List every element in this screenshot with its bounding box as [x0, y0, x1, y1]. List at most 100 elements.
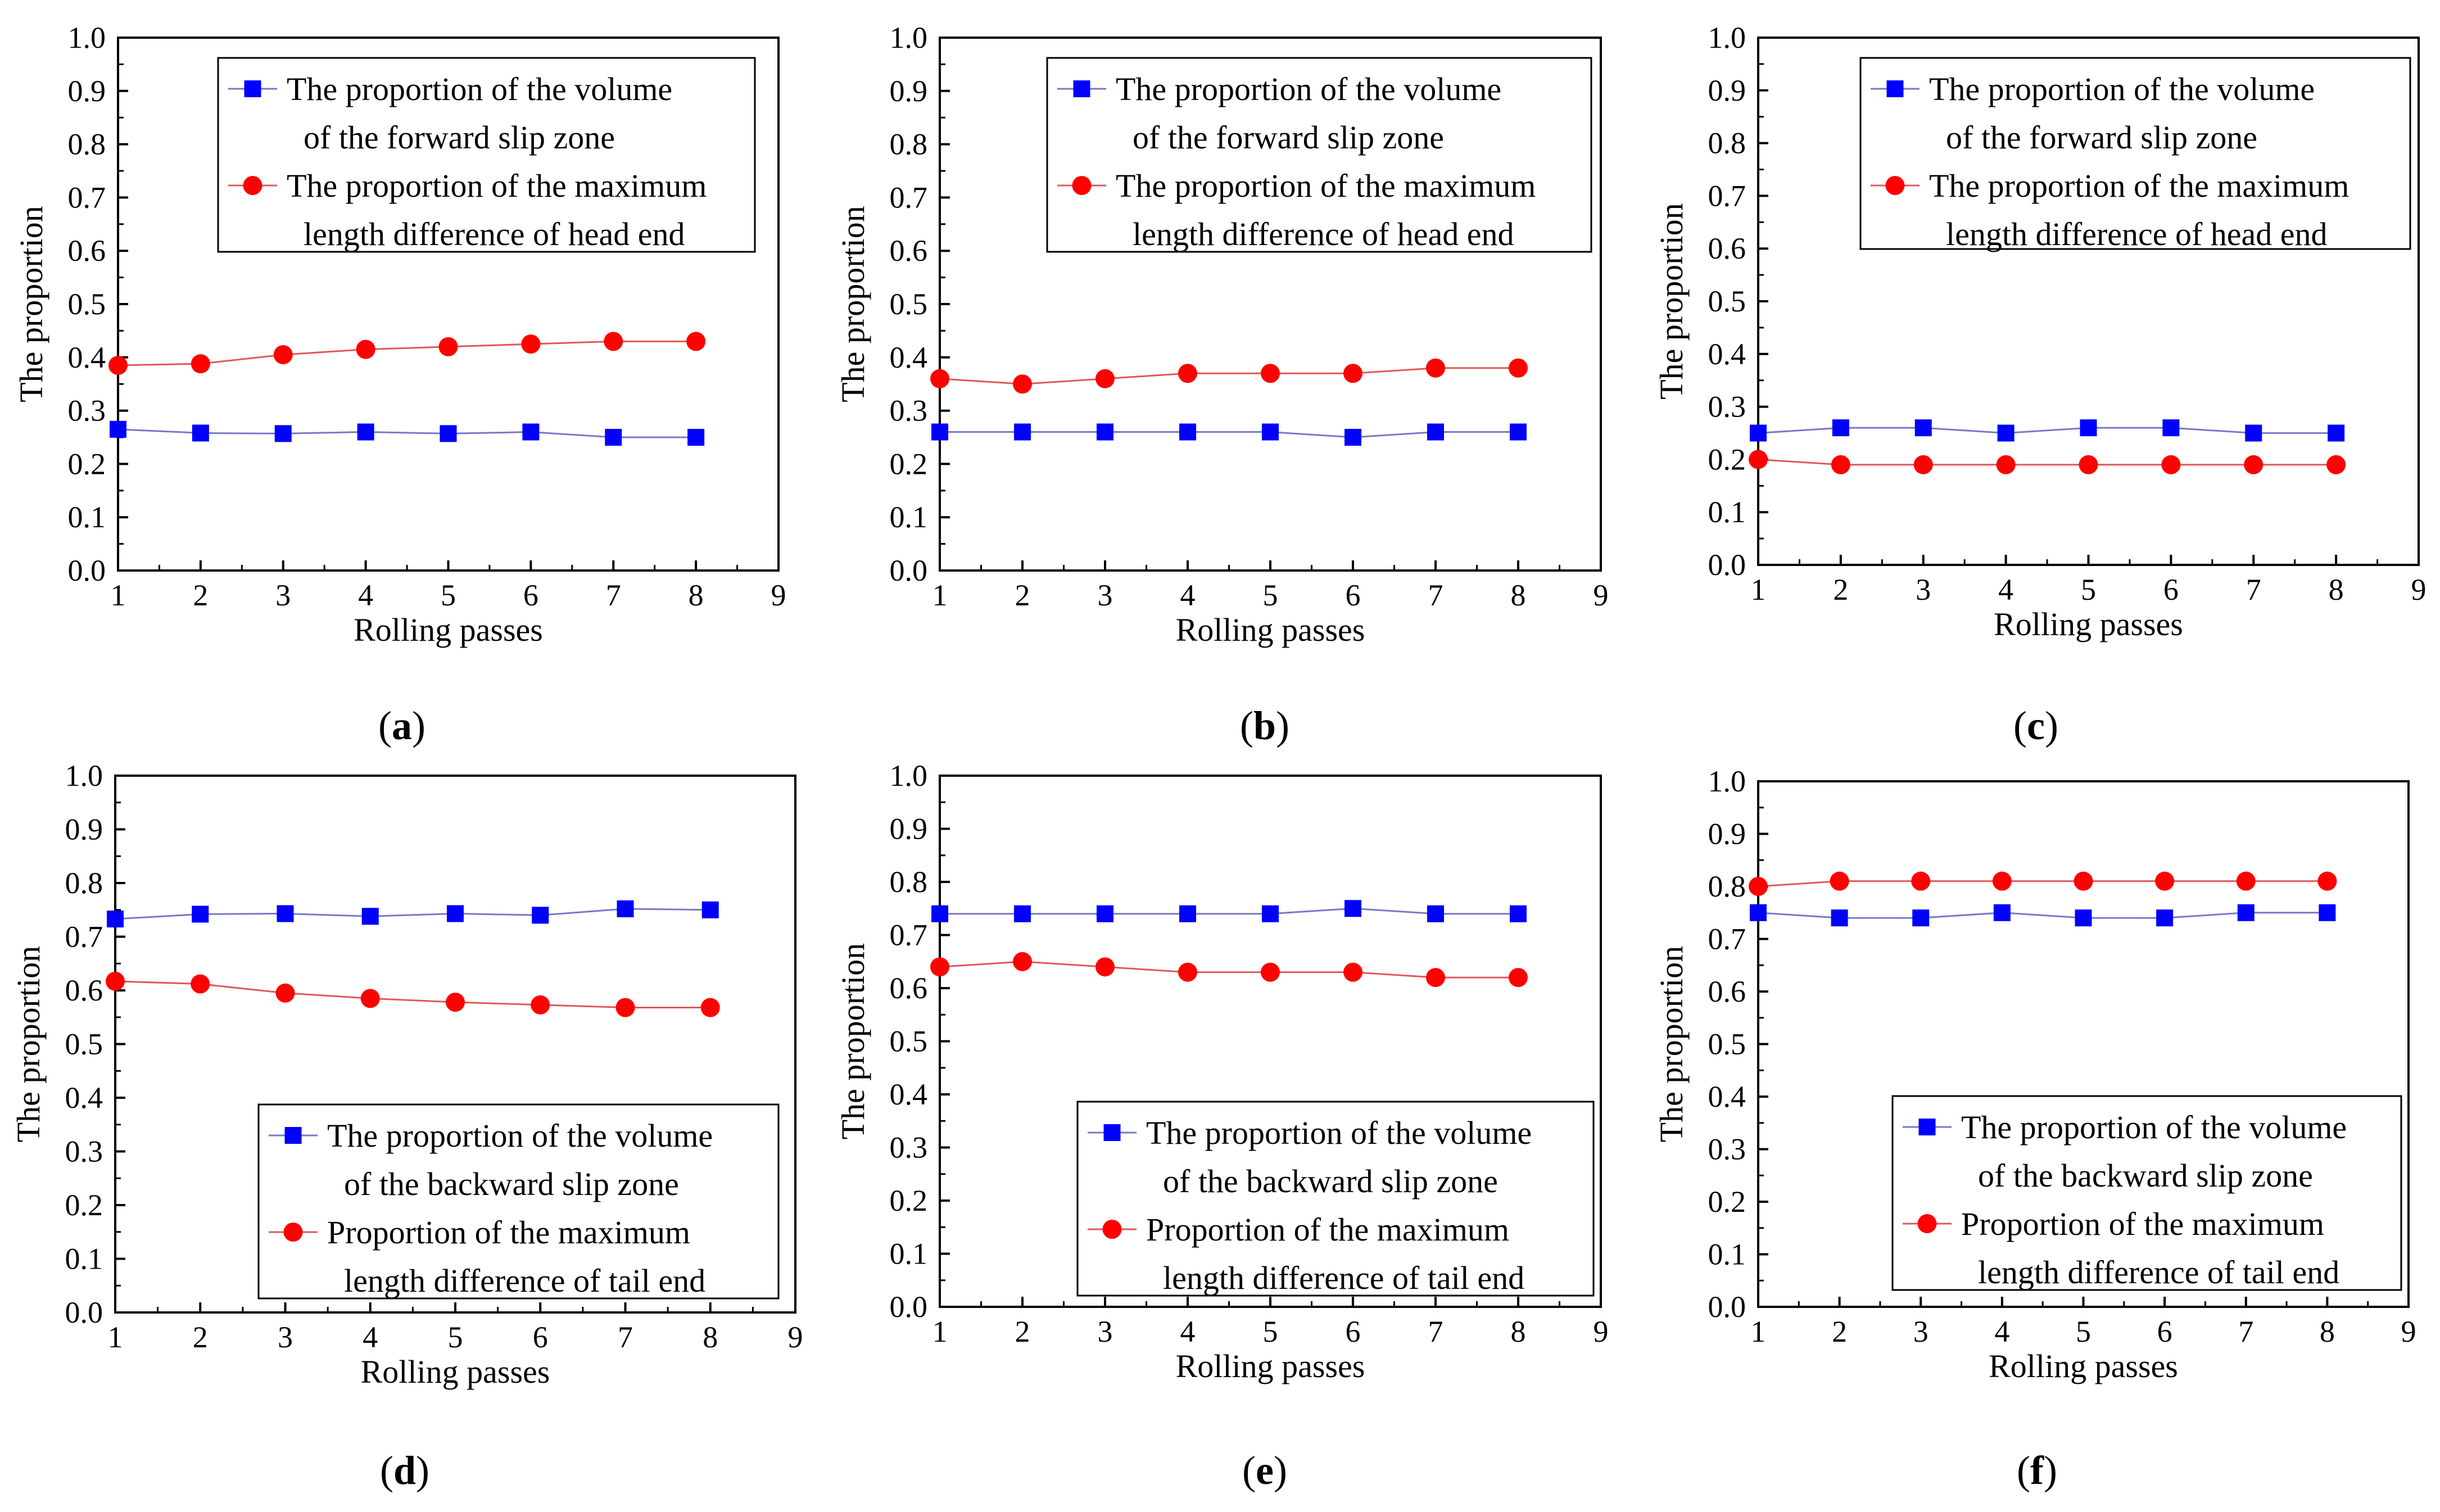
panel-d-label-letter: d — [393, 1448, 416, 1493]
panel-d-series-0-point — [447, 905, 464, 922]
panel-a-series-0-point — [605, 429, 622, 446]
panel-b-series-0-point — [1345, 429, 1361, 446]
panel-c-y-tick-label: 0.0 — [1708, 548, 1746, 582]
panel-a-y-tick-label: 0.9 — [68, 74, 106, 108]
panel-a-x-tick-label: 2 — [193, 578, 208, 612]
panel-b-series-1-point — [1343, 364, 1362, 383]
panel-d-series-1-point — [446, 993, 465, 1012]
panel-d-x-axis-title: Rolling passes — [361, 1353, 550, 1390]
panel-d-series-1-line — [115, 980, 710, 1009]
panel-f-y-tick-label: 0.6 — [1708, 975, 1746, 1008]
panel-d-series-1-point — [531, 995, 550, 1015]
panel-c-series-1-point — [1913, 455, 1933, 474]
panel-d-series-1-point — [275, 983, 295, 1003]
panel-c-y-tick-label: 0.4 — [1708, 337, 1746, 371]
panel-a-series-1-point — [521, 334, 541, 354]
panel-d-series-0-line — [115, 908, 710, 920]
panel-b-x-tick-label: 9 — [1594, 578, 1609, 612]
panel-e-y-tick-label: 0.0 — [890, 1290, 928, 1324]
panel-e-y-tick-label: 0.6 — [890, 971, 928, 1005]
panel-e-series-0-point — [1097, 905, 1113, 922]
panel-b-series-0-point — [1510, 423, 1527, 441]
panel-c-y-tick-label: 0.1 — [1708, 495, 1746, 529]
panel-e-x-tick-label: 6 — [1346, 1315, 1361, 1348]
panel-f-series-1-line — [1758, 880, 2328, 888]
panel-e-legend-frame — [1076, 1101, 1595, 1297]
panel-b-series-1-point — [1426, 358, 1445, 378]
panel-d-series-1-point — [615, 998, 635, 1017]
panel-c-series-0-point — [2328, 424, 2345, 442]
panel-c-y-tick-label: 0.2 — [1708, 442, 1746, 476]
panel-b-x-tick-label: 8 — [1511, 578, 1526, 612]
panel-f-series-0-point — [2319, 904, 2336, 921]
panel-b-y-axis-title: The proportion — [835, 206, 871, 402]
panel-b-x-tick-label: 3 — [1098, 578, 1113, 612]
panel-c-x-tick-label: 2 — [1833, 573, 1848, 606]
panel-a-series-1-line — [117, 340, 696, 366]
panel-d-y-tick-label: 0.0 — [65, 1296, 103, 1329]
panel-a-y-tick-label: 0.4 — [68, 341, 106, 374]
panel-f-y-tick-label: 1.0 — [1708, 764, 1746, 798]
panel-f-y-tick-label: 0.8 — [1708, 870, 1746, 903]
panel-b-x-tick-label: 2 — [1015, 578, 1030, 612]
panel-a-series-1-point — [108, 356, 128, 375]
panel-d-legend-marker-1 — [283, 1223, 303, 1242]
panel-b-series-0-point — [1097, 423, 1113, 441]
panel-a-y-tick-label: 0.2 — [68, 447, 106, 481]
panel-d-legend: The proportion of the volume of the backw… — [257, 1103, 780, 1300]
panel-c-x-tick-label: 3 — [1916, 573, 1931, 606]
panel-c-legend-label-1-line-0: The proportion of the maximum — [1929, 168, 2349, 204]
panel-f-series-0-line — [1758, 912, 2328, 919]
panel-c-x-tick-label: 4 — [1998, 573, 2013, 606]
chart-panel-c: 0.0 0.1 0.2 0.3 0.4 0.5 0.6 0.7 0.8 0.9 1.0 1 2 3 4 5 6 7… — [1653, 21, 2427, 748]
panel-b-y-tick-label: 0.9 — [890, 74, 928, 108]
panel-e-y-tick-label: 1.0 — [890, 759, 928, 793]
chart-panel-d: 0.0 0.1 0.2 0.3 0.4 0.5 0.6 0.7 0.8 0.9 1.0 1 2 3 4 5 6 7… — [10, 759, 803, 1493]
panel-f-series-1-point — [2155, 871, 2175, 891]
panel-b-label-letter: b — [1253, 703, 1276, 748]
panel-e-series-1-point — [1261, 962, 1280, 982]
panel-e-y-tick-label: 0.9 — [890, 812, 928, 846]
panel-a-y-tick-label: 1.0 — [68, 21, 106, 55]
panel-a-y-tick-label: 0.5 — [68, 287, 106, 321]
panel-f-x-tick-label: 1 — [1751, 1315, 1766, 1348]
panel-e-y-tick-label: 0.8 — [890, 865, 928, 899]
panel-f-series-1-point — [2317, 871, 2337, 891]
panel-f-x-tick-label: 5 — [2076, 1315, 2091, 1348]
panel-c-series-1-point — [2161, 455, 2181, 474]
panel-a-series-0-point — [192, 424, 209, 442]
panel-d-series-0-point — [107, 910, 124, 927]
panel-b-y-tick-label: 0.4 — [890, 341, 928, 374]
panel-c-series-1-point — [2326, 455, 2346, 474]
panel-a-series-1-point — [356, 339, 375, 359]
panel-b-legend-label-0-line-1: of the forward slip zone — [1133, 119, 1444, 156]
chart-panel-a: 0.0 0.1 0.2 0.3 0.4 0.5 0.6 0.7 0.8 0.9 1.0 1 2 3 4 5 6 7… — [13, 21, 786, 748]
panel-c-series-1-point — [2244, 455, 2264, 474]
panel-a-legend-label-0-line-1: of the forward slip zone — [304, 119, 615, 156]
panel-b-y-tick-label: 0.1 — [890, 500, 928, 534]
panel-d-series-1-point — [106, 971, 125, 991]
panel-e-x-tick-label: 2 — [1015, 1315, 1030, 1348]
panel-c-series-0-point — [2080, 419, 2097, 437]
panel-e-x-tick-label: 1 — [932, 1315, 948, 1348]
panel-d-series-0-point — [532, 907, 549, 924]
panel-b-x-axis-title: Rolling passes — [1176, 612, 1365, 648]
panel-b-y-tick-label: 0.3 — [890, 394, 928, 428]
panel-f-x-tick-label: 7 — [2238, 1315, 2253, 1348]
panel-b-x-tick-label: 6 — [1346, 578, 1361, 612]
panel-d-x-tick-label: 3 — [278, 1320, 293, 1354]
panel-d-legend-label-1-line-1: length difference of tail end — [344, 1262, 705, 1299]
panel-f-series-1-point — [1749, 877, 1768, 896]
panel-f-x-tick-label: 3 — [1913, 1315, 1929, 1348]
panel-d-x-tick-label: 2 — [193, 1320, 208, 1354]
panel-f-series-0-point — [1750, 904, 1767, 921]
panel-f-legend-label-1-line-1: length difference of tail end — [1978, 1254, 2339, 1291]
panel-d-series-1-point — [360, 989, 380, 1008]
panel-c-series-1-point — [1749, 450, 1768, 469]
panel-c-x-tick-label: 7 — [2246, 573, 2261, 606]
panel-a-y-axis-title: The proportion — [13, 206, 49, 402]
panel-e-legend-label-0-line-1: of the backward slip zone — [1163, 1163, 1498, 1199]
panel-b-y-tick-label: 0.0 — [890, 554, 928, 587]
panel-c-series-1-point — [2079, 455, 2098, 474]
